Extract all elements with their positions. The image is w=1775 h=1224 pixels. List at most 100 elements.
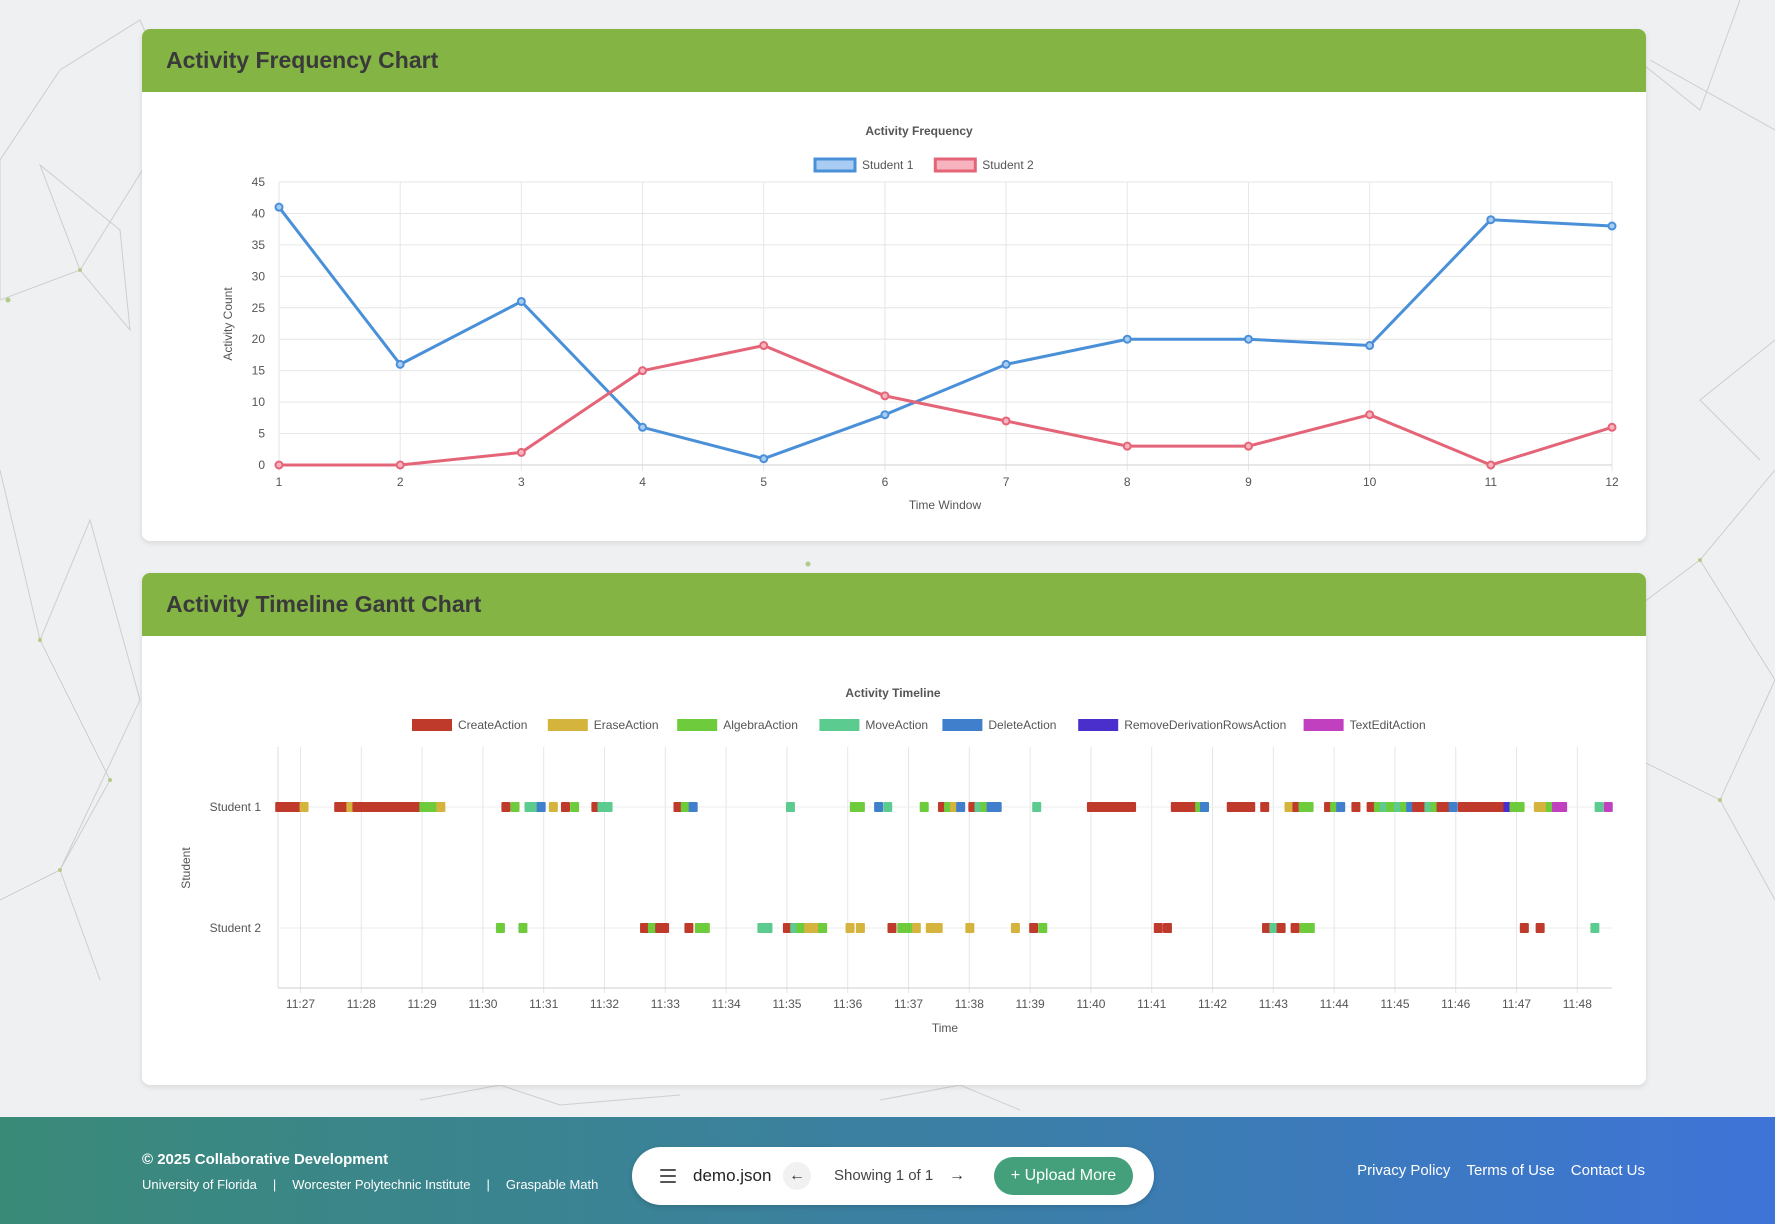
arrow-right-icon: →: [949, 1167, 965, 1184]
activity-marker: [688, 802, 698, 812]
activity-marker: [1260, 802, 1270, 812]
activity-marker: [299, 802, 309, 812]
terms-of-use-link[interactable]: Terms of Use: [1466, 1162, 1555, 1179]
x-tick-label: 2: [397, 475, 404, 489]
legend-swatch: [942, 719, 983, 731]
next-file-button[interactable]: →: [943, 1162, 971, 1190]
activity-marker: [510, 802, 520, 812]
card-header: Activity Timeline Gantt Chart: [142, 573, 1646, 636]
data-point: [759, 454, 769, 464]
activity-marker: [1029, 923, 1039, 933]
data-point: [880, 391, 890, 401]
x-tick-label: 8: [1124, 475, 1131, 489]
y-tick-label: 0: [258, 458, 265, 472]
y-tick-label: 30: [252, 269, 266, 283]
upload-more-button[interactable]: + Upload More: [994, 1157, 1133, 1195]
activity-frequency-card: Activity Frequency Chart Activity Freque…: [142, 29, 1646, 541]
x-tick-label: 6: [882, 475, 889, 489]
legend-label: EraseAction: [594, 718, 659, 732]
legend-swatch: [819, 719, 860, 731]
legend-label: MoveAction: [865, 718, 928, 732]
privacy-policy-link[interactable]: Privacy Policy: [1357, 1162, 1451, 1179]
activity-marker: [1448, 802, 1458, 812]
data-point: [395, 359, 405, 369]
activity-marker: [603, 802, 613, 812]
series-line: [279, 344, 1613, 467]
activity-marker: [1590, 923, 1600, 933]
series-line: [277, 206, 1613, 461]
data-point: [516, 296, 526, 306]
copyright-text: © 2025 Collaborative Development: [142, 1151, 389, 1168]
card-title: Activity Frequency Chart: [166, 47, 439, 73]
separator: |: [272, 1177, 277, 1192]
x-tick-label: 11:47: [1502, 997, 1531, 1011]
legend-label: AlgebraAction: [723, 718, 798, 732]
x-axis-title: Time Window: [909, 498, 982, 512]
chart-title: Activity Frequency: [865, 124, 973, 138]
activity-marker: [548, 802, 558, 812]
activity-marker: [570, 802, 580, 812]
footer-links: Privacy Policy Terms of Use Contact Us: [1357, 1162, 1645, 1179]
hamburger-menu-icon[interactable]: [660, 1169, 676, 1183]
institution-name: University of Florida: [142, 1177, 257, 1192]
activity-marker: [1032, 802, 1042, 812]
activity-marker: [925, 923, 935, 933]
data-point: [638, 422, 648, 432]
data-point: [759, 341, 769, 351]
activity-marker: [818, 923, 828, 933]
legend-swatch: [933, 157, 977, 173]
legend-item: EraseAction: [547, 718, 659, 732]
contact-us-link[interactable]: Contact Us: [1570, 1162, 1645, 1179]
activity-marker: [1535, 923, 1545, 933]
y-tick-label: 45: [252, 175, 266, 189]
activity-marker: [855, 802, 865, 812]
y-tick-label: 25: [252, 301, 266, 315]
x-tick-label: 11:41: [1137, 997, 1166, 1011]
activity-marker: [1603, 802, 1613, 812]
previous-file-button[interactable]: ←: [783, 1162, 811, 1190]
activity-marker: [782, 923, 792, 933]
data-point: [1607, 422, 1617, 432]
x-tick-label: 11:43: [1259, 997, 1288, 1011]
x-tick-label: 11: [1485, 475, 1498, 489]
data-point: [1122, 441, 1132, 451]
page-footer: © 2025 Collaborative Development Univers…: [0, 1117, 1775, 1224]
activity-marker: [1153, 923, 1163, 933]
x-tick-label: 11:32: [590, 997, 619, 1011]
activity-marker: [1200, 802, 1210, 812]
y-tick-label: 5: [258, 427, 265, 441]
activity-marker: [965, 923, 975, 933]
activity-marker: [785, 802, 795, 812]
activity-marker: [1386, 802, 1396, 812]
arrow-left-icon: ←: [789, 1167, 805, 1184]
data-point: [1486, 460, 1496, 470]
activity-marker: [495, 923, 505, 933]
legend-swatch: [677, 719, 718, 731]
activity-marker: [647, 923, 657, 933]
y-axis-title: Activity Count: [221, 287, 235, 361]
legend-item: RemoveDerivationRowsAction: [1078, 718, 1286, 732]
y-tick-label: 10: [252, 395, 266, 409]
activity-marker: [804, 923, 814, 933]
data-point: [1486, 215, 1496, 225]
x-tick-label: 3: [518, 475, 525, 489]
activity-marker: [1162, 923, 1172, 933]
x-tick-label: 11:31: [529, 997, 558, 1011]
activity-marker: [1305, 923, 1315, 933]
legend-item: CreateAction: [412, 718, 527, 732]
legend-swatch: [412, 719, 452, 731]
data-point: [1365, 410, 1375, 420]
x-tick-label: 11:44: [1320, 997, 1349, 1011]
x-axis-title: Time: [932, 1021, 959, 1035]
activity-marker: [887, 923, 897, 933]
activity-marker: [1558, 802, 1568, 812]
x-tick-label: 11:46: [1441, 997, 1470, 1011]
activity-marker: [1010, 923, 1020, 933]
activity-marker: [1127, 802, 1137, 812]
x-tick-label: 11:39: [1016, 997, 1045, 1011]
legend-item: TextEditAction: [1303, 718, 1426, 732]
activity-marker: [700, 923, 710, 933]
activity-marker: [536, 802, 546, 812]
institution-name: Graspable Math: [505, 1177, 599, 1192]
card-title: Activity Timeline Gantt Chart: [166, 591, 482, 617]
